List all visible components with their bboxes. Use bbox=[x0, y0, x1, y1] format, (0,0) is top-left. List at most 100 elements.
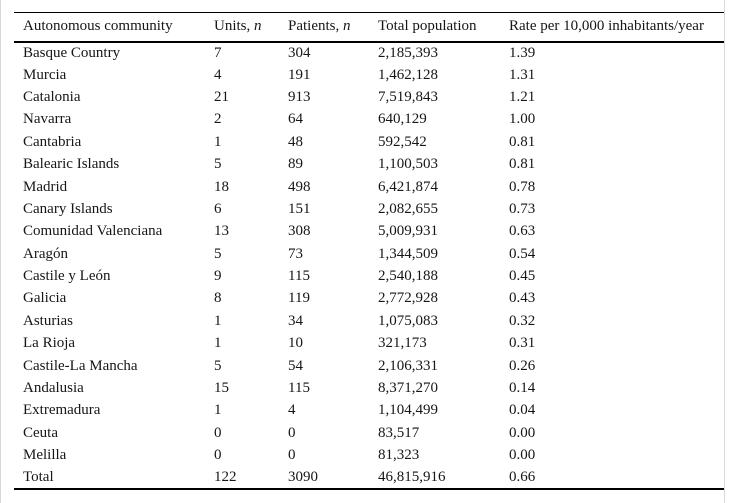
total-row: Total 122 3090 46,815,916 0.66 bbox=[14, 467, 724, 489]
column-header-community: Autonomous community bbox=[14, 13, 214, 42]
cell-population: 1,104,499 bbox=[378, 402, 438, 419]
cell-patients: 151 bbox=[288, 200, 311, 217]
cell-patients: 54 bbox=[288, 357, 303, 374]
cell-community: La Rioja bbox=[23, 335, 76, 352]
table-body: Basque Country 7 304 2,185,393 1.39 Murcia 4 19… bbox=[14, 42, 724, 490]
cell-community: Total bbox=[23, 469, 54, 486]
column-header-label: Patients, bbox=[288, 18, 343, 35]
cell-patients: 498 bbox=[288, 178, 311, 195]
cell-patients: 89 bbox=[288, 156, 303, 173]
column-header-units: Units, n bbox=[214, 13, 288, 42]
cell-patients: 4 bbox=[288, 402, 296, 419]
cell-rate: 0.31 bbox=[509, 335, 536, 352]
cell-community: Madrid bbox=[23, 178, 68, 195]
column-header-label: Total population bbox=[378, 18, 477, 35]
cell-rate: 1.31 bbox=[509, 66, 536, 83]
cell-units: 1 bbox=[214, 312, 222, 329]
cell-population: 2,540,188 bbox=[378, 268, 438, 285]
table-row: Basque Country 7 304 2,185,393 1.39 bbox=[14, 42, 724, 64]
cell-patients: 115 bbox=[288, 268, 310, 285]
cell-population: 46,815,916 bbox=[378, 469, 446, 486]
table-row: Cantabria 1 48 592,542 0.81 bbox=[14, 131, 724, 153]
cell-units: 15 bbox=[214, 380, 229, 397]
cell-patients: 10 bbox=[288, 335, 303, 352]
table-row: Aragón 5 73 1,344,509 0.54 bbox=[14, 243, 724, 265]
cell-units: 6 bbox=[214, 200, 222, 217]
cell-community: Asturias bbox=[23, 312, 73, 329]
table-row: Castile-La Mancha 5 54 2,106,331 0.26 bbox=[14, 355, 724, 377]
column-header-patients: Patients, n bbox=[288, 13, 378, 42]
cell-community: Cantabria bbox=[23, 133, 82, 150]
table-row: Navarra 2 64 640,129 1.00 bbox=[14, 109, 724, 131]
cell-units: 8 bbox=[214, 290, 222, 307]
cell-rate: 0.45 bbox=[509, 268, 536, 285]
cell-population: 6,421,874 bbox=[378, 178, 438, 195]
cell-patients: 191 bbox=[288, 66, 311, 83]
cell-community: Castile-La Mancha bbox=[23, 357, 138, 374]
cell-community: Melilla bbox=[23, 447, 67, 464]
cell-rate: 1.39 bbox=[509, 44, 536, 61]
table-row: Ceuta 0 0 83,517 0.00 bbox=[14, 422, 724, 444]
column-header-rate: Rate per 10,000 inhabitants/year bbox=[509, 13, 724, 42]
table-row: Extremadura 1 4 1,104,499 0.04 bbox=[14, 400, 724, 422]
cell-rate: 0.43 bbox=[509, 290, 536, 307]
cell-population: 1,462,128 bbox=[378, 66, 438, 83]
cell-patients: 115 bbox=[288, 380, 310, 397]
column-header-italic-n: n bbox=[343, 18, 351, 35]
cell-patients: 48 bbox=[288, 133, 303, 150]
cell-patients: 308 bbox=[288, 223, 311, 240]
cell-rate: 0.78 bbox=[509, 178, 536, 195]
table-row: La Rioja 1 10 321,173 0.31 bbox=[14, 333, 724, 355]
table-row: Asturias 1 34 1,075,083 0.32 bbox=[14, 310, 724, 332]
cell-population: 8,371,270 bbox=[378, 380, 438, 397]
cell-patients: 913 bbox=[288, 88, 311, 105]
cell-population: 640,129 bbox=[378, 111, 427, 128]
cell-community: Ceuta bbox=[23, 424, 58, 441]
cell-patients: 3090 bbox=[288, 469, 318, 486]
cell-units: 1 bbox=[214, 133, 222, 150]
cell-community: Galicia bbox=[23, 290, 67, 307]
cell-community: Catalonia bbox=[23, 88, 81, 105]
cell-units: 7 bbox=[214, 44, 222, 61]
cell-community: Canary Islands bbox=[23, 200, 113, 217]
cell-rate: 0.00 bbox=[509, 447, 536, 464]
cell-population: 5,009,931 bbox=[378, 223, 438, 240]
cell-rate: 0.66 bbox=[509, 469, 536, 486]
cell-population: 1,075,083 bbox=[378, 312, 438, 329]
cell-patients: 119 bbox=[288, 290, 310, 307]
column-header-label: Autonomous community bbox=[23, 18, 173, 35]
table-row: Balearic Islands 5 89 1,100,503 0.81 bbox=[14, 153, 724, 175]
cell-community: Basque Country bbox=[23, 44, 121, 61]
column-header-label: Rate per 10,000 inhabitants/year bbox=[509, 18, 704, 35]
cell-rate: 0.81 bbox=[509, 133, 536, 150]
cell-rate: 0.26 bbox=[509, 357, 536, 374]
cell-units: 13 bbox=[214, 223, 229, 240]
cell-patients: 73 bbox=[288, 245, 303, 262]
column-header-population: Total population bbox=[378, 13, 509, 42]
cell-units: 1 bbox=[214, 335, 222, 352]
cell-patients: 64 bbox=[288, 111, 303, 128]
cell-population: 81,323 bbox=[378, 447, 420, 464]
cell-rate: 1.00 bbox=[509, 111, 536, 128]
cell-population: 321,173 bbox=[378, 335, 427, 352]
table-row: Comunidad Valenciana 13 308 5,009,931 0.63 bbox=[14, 221, 724, 243]
cell-rate: 0.32 bbox=[509, 312, 536, 329]
cell-community: Balearic Islands bbox=[23, 156, 120, 173]
table-row: Andalusia 15 115 8,371,270 0.14 bbox=[14, 377, 724, 399]
cell-units: 4 bbox=[214, 66, 222, 83]
table-row: Galicia 8 119 2,772,928 0.43 bbox=[14, 288, 724, 310]
cell-units: 5 bbox=[214, 156, 222, 173]
cell-rate: 0.04 bbox=[509, 402, 536, 419]
cell-population: 1,100,503 bbox=[378, 156, 438, 173]
table-row: Castile y León 9 115 2,540,188 0.45 bbox=[14, 265, 724, 287]
table-row: Catalonia 21 913 7,519,843 1.21 bbox=[14, 86, 724, 108]
cell-rate: 0.14 bbox=[509, 380, 536, 397]
cell-community: Comunidad Valenciana bbox=[23, 223, 163, 240]
cell-population: 2,106,331 bbox=[378, 357, 438, 374]
cell-population: 592,542 bbox=[378, 133, 427, 150]
cell-population: 2,082,655 bbox=[378, 200, 438, 217]
cell-community: Castile y León bbox=[23, 268, 111, 285]
cell-patients: 304 bbox=[288, 44, 311, 61]
